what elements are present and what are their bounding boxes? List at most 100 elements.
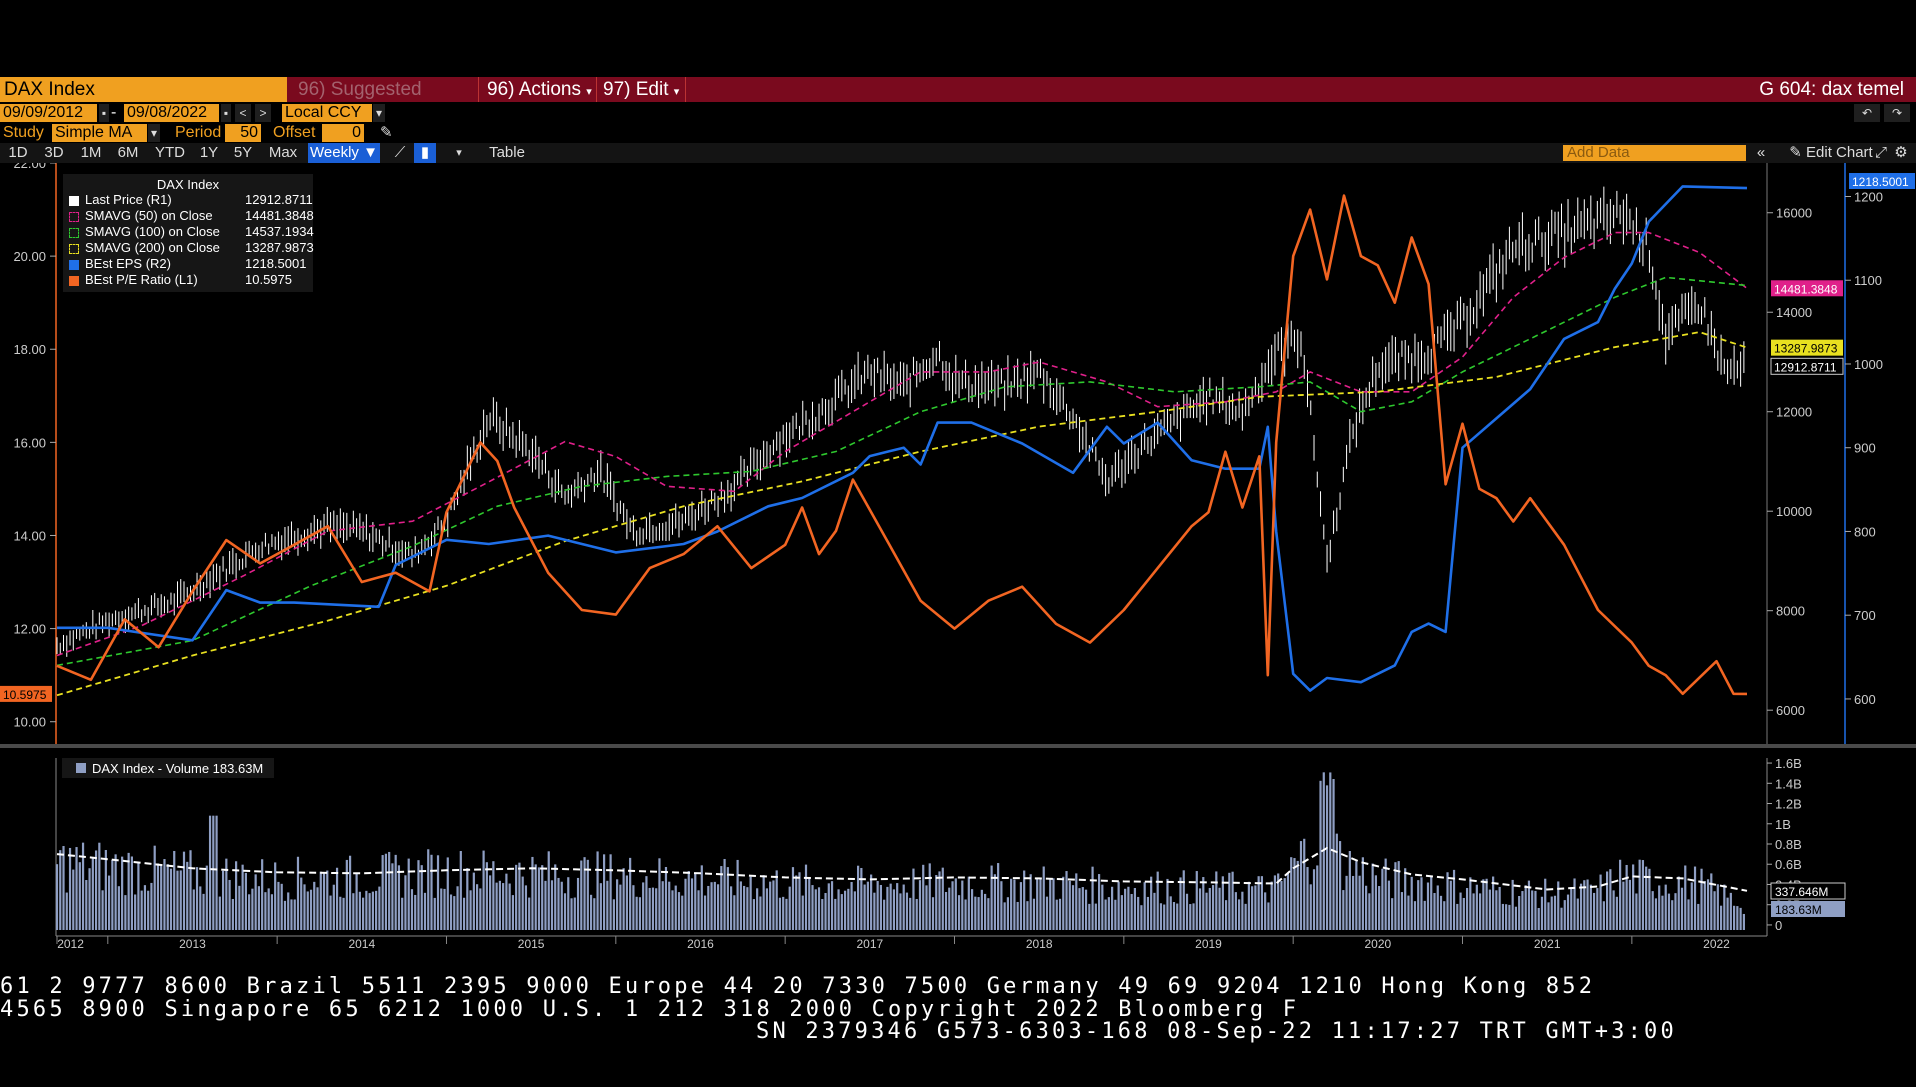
volume-bar bbox=[993, 874, 996, 930]
volume-bar bbox=[746, 887, 749, 930]
caret-down-icon[interactable]: ▾ bbox=[373, 104, 385, 122]
frequency-select[interactable]: Weekly ▼ bbox=[308, 143, 380, 163]
pane-divider[interactable] bbox=[0, 744, 1916, 748]
volume-bar bbox=[436, 855, 440, 930]
volume-bar bbox=[215, 815, 218, 930]
volume-bar bbox=[944, 891, 948, 930]
calendar-icon[interactable]: ▪ bbox=[99, 104, 109, 122]
volume-bar bbox=[1342, 890, 1345, 930]
volume-bar bbox=[290, 899, 293, 930]
volume-bar bbox=[1645, 866, 1648, 930]
edit-chart-button[interactable]: ✎ Edit Chart bbox=[1789, 144, 1873, 161]
range-button-max[interactable]: Max bbox=[268, 144, 298, 161]
volume-bar bbox=[1215, 871, 1218, 930]
volume-bar bbox=[1446, 872, 1449, 930]
legend-swatch bbox=[69, 259, 79, 270]
offset-input[interactable]: 0 bbox=[322, 124, 364, 142]
volume-bar bbox=[703, 895, 707, 930]
undo-icon[interactable]: ↶ bbox=[1854, 104, 1880, 122]
volume-bar bbox=[733, 895, 736, 930]
left-tick-label: 12.00 bbox=[13, 622, 46, 637]
ticker-line-2: 4565 8900 Singapore 65 6212 1000 U.S. 1 … bbox=[0, 997, 1300, 1022]
legend-entry[interactable]: BEst EPS (R2) 1218.5001 bbox=[69, 256, 313, 272]
study-select[interactable]: Simple MA bbox=[52, 124, 147, 142]
date-from-input[interactable]: 09/09/2012 bbox=[0, 104, 97, 122]
date-to-input[interactable]: 09/08/2022 bbox=[124, 104, 219, 122]
range-button-6m[interactable]: 6M bbox=[117, 144, 139, 161]
line-chart-icon[interactable]: ⟋ bbox=[394, 144, 406, 161]
volume-bar bbox=[1179, 877, 1182, 930]
volume-bar bbox=[1172, 902, 1176, 930]
prev-arrow-icon[interactable]: < bbox=[235, 104, 251, 122]
volume-bar bbox=[609, 854, 612, 930]
legend-entry[interactable]: SMAVG (100) on Close 14537.1934 bbox=[69, 224, 314, 240]
volume-bar bbox=[427, 849, 430, 930]
volume-bar bbox=[1182, 870, 1185, 930]
right2-tick-label: 600 bbox=[1854, 692, 1876, 707]
add-data-input[interactable]: Add Data bbox=[1563, 145, 1746, 161]
volume-bar bbox=[270, 894, 274, 930]
suggested-charts-button[interactable]: 96) Suggested Charts bbox=[298, 79, 422, 125]
caret-down-icon[interactable]: ▾ bbox=[148, 124, 160, 142]
range-button-3d[interactable]: 3D bbox=[44, 144, 64, 161]
volume-bar bbox=[335, 867, 339, 930]
volume-bar bbox=[397, 865, 401, 930]
volume-bar bbox=[466, 868, 469, 930]
volume-bar bbox=[778, 897, 782, 930]
caret-down-icon[interactable]: ▾ bbox=[456, 147, 462, 159]
series-line-smavg-50- bbox=[56, 231, 1748, 657]
volume-bar bbox=[150, 882, 153, 930]
legend-entry[interactable]: SMAVG (50) on Close 14481.3848 bbox=[69, 208, 314, 224]
next-arrow-icon[interactable]: > bbox=[255, 104, 271, 122]
year-tick-label: 2017 bbox=[856, 937, 883, 948]
volume-avg-tag: 337.646M bbox=[1770, 882, 1846, 900]
legend-value: 12912.8711 bbox=[245, 192, 313, 207]
range-button-1y[interactable]: 1Y bbox=[199, 144, 219, 161]
resize-icon[interactable]: ⤢ bbox=[1874, 144, 1887, 161]
volume-bar bbox=[1469, 877, 1472, 930]
edit-menu[interactable]: 97) Edit ▾ bbox=[596, 77, 686, 102]
volume-bar bbox=[658, 858, 661, 930]
volume-bar bbox=[1703, 881, 1706, 930]
range-button-1d[interactable]: 1D bbox=[8, 144, 28, 161]
legend-swatch bbox=[69, 211, 79, 222]
pencil-icon[interactable]: ✎ bbox=[380, 124, 393, 141]
actions-menu[interactable]: 96) Actions ▾ bbox=[478, 77, 599, 102]
range-button-1m[interactable]: 1M bbox=[80, 144, 102, 161]
sma50-value-tag-box bbox=[1771, 280, 1843, 297]
period-input[interactable]: 50 bbox=[225, 124, 261, 142]
gear-icon[interactable]: ⚙ bbox=[1894, 144, 1908, 161]
security-input[interactable]: DAX Index bbox=[0, 77, 287, 102]
table-button[interactable]: Table bbox=[489, 144, 525, 161]
range-button-5y[interactable]: 5Y bbox=[233, 144, 253, 161]
volume-bar bbox=[860, 867, 863, 930]
volume-bar bbox=[1456, 903, 1459, 930]
volume-bar bbox=[925, 885, 928, 930]
volume-tick-label: 0 bbox=[1775, 918, 1782, 933]
calendar-icon[interactable]: ▪ bbox=[221, 104, 231, 122]
legend-entry[interactable]: SMAVG (200) on Close 13287.9873 bbox=[69, 240, 314, 256]
legend-entry[interactable]: BEst P/E Ratio (L1) 10.5975 bbox=[69, 272, 313, 288]
candle-chart-icon[interactable]: ▮ bbox=[414, 143, 436, 163]
volume-bar bbox=[1495, 890, 1498, 930]
redo-icon[interactable]: ↷ bbox=[1884, 104, 1910, 122]
volume-bar bbox=[1247, 881, 1250, 930]
currency-select[interactable]: Local CCY bbox=[282, 104, 372, 122]
range-button-ytd[interactable]: YTD bbox=[155, 144, 185, 161]
volume-bar bbox=[664, 866, 668, 930]
volume-bar bbox=[567, 877, 570, 930]
volume-last-tag-text: 183.63M bbox=[1775, 903, 1822, 917]
volume-bar bbox=[1729, 892, 1732, 930]
volume-bar bbox=[1143, 882, 1146, 930]
volume-bar bbox=[1498, 886, 1501, 930]
volume-bar bbox=[280, 883, 283, 930]
volume-bar bbox=[1130, 893, 1133, 930]
volume-bar bbox=[694, 873, 697, 930]
volume-bar bbox=[1671, 900, 1674, 930]
volume-bar bbox=[697, 890, 700, 930]
collapse-icon[interactable]: « bbox=[1756, 144, 1766, 161]
volume-bar bbox=[909, 897, 912, 930]
legend-entry[interactable]: Last Price (R1) 12912.8711 bbox=[69, 192, 313, 208]
main-price-chart[interactable]: 10.00 12.00 14.00 16.00 18.00 20.00 22.00 6000 8… bbox=[0, 163, 1916, 748]
